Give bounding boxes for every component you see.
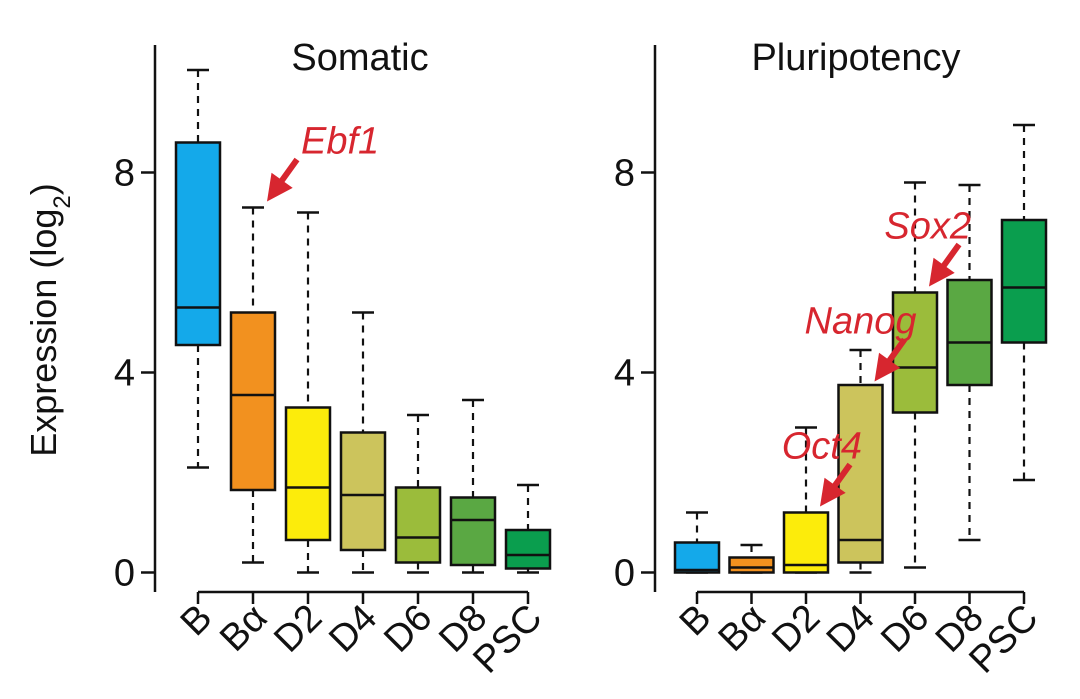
y-tick-label: 4 xyxy=(114,353,135,395)
box-Bα xyxy=(229,206,277,564)
box-D8 xyxy=(946,183,993,542)
annotation-arrow-head xyxy=(820,477,846,507)
y-tick-label: 8 xyxy=(114,153,135,195)
y-axis-label-main: Expression (log xyxy=(23,209,64,457)
box-D2 xyxy=(782,426,830,574)
y-axis-label: Expression (log2) xyxy=(23,183,76,456)
y-tick-label: 4 xyxy=(614,353,635,395)
box-iqr xyxy=(728,556,775,574)
annotation-label: Ebf1 xyxy=(301,121,379,163)
x-tick-label: Bα xyxy=(711,597,774,660)
box-D4 xyxy=(339,311,387,574)
box-B xyxy=(673,511,721,574)
box-iqr xyxy=(782,511,830,574)
box-PSC xyxy=(1000,123,1048,482)
x-tick-label: B xyxy=(173,597,221,645)
box-iqr xyxy=(449,496,497,567)
box-iqr xyxy=(229,311,277,492)
box-D6 xyxy=(394,413,442,574)
box-iqr xyxy=(174,141,222,347)
panel-pluripotency: Pluripotency048BBαD2D4D6D8PSCOct4NanogSo… xyxy=(614,37,1048,682)
annotation-label: Oct4 xyxy=(782,426,862,468)
box-D8 xyxy=(449,398,497,574)
annotation-label: Sox2 xyxy=(884,206,971,248)
annotation-arrow-head xyxy=(267,172,293,202)
annotation-label: Nanog xyxy=(805,301,917,343)
x-tick-label: D4 xyxy=(321,597,385,661)
box-PSC xyxy=(504,483,552,574)
x-tick-label: D6 xyxy=(873,597,937,661)
x-tick-label: D2 xyxy=(764,597,828,661)
box-iqr xyxy=(284,406,332,542)
y-tick-label: 0 xyxy=(114,553,135,595)
box-iqr xyxy=(504,528,552,570)
box-D6 xyxy=(891,181,939,569)
annotation-ebf1: Ebf1 xyxy=(267,121,379,202)
y-tick-label: 8 xyxy=(614,153,635,195)
x-tick-label: D4 xyxy=(819,597,883,661)
annotation-arrow-head xyxy=(874,352,901,382)
box-iqr xyxy=(946,278,993,387)
x-tick-label: D2 xyxy=(266,597,330,661)
box-iqr xyxy=(394,486,442,564)
box-iqr xyxy=(891,291,939,414)
box-iqr xyxy=(1000,218,1048,344)
y-tick-label: 0 xyxy=(614,553,635,595)
y-axis-label-close: ) xyxy=(23,183,64,195)
box-iqr xyxy=(339,431,387,552)
x-tick-label: D6 xyxy=(376,597,440,661)
box-Bα xyxy=(728,543,775,574)
y-axis-label-subscript: 2 xyxy=(49,195,76,208)
annotation-oct4: Oct4 xyxy=(782,426,862,507)
svg-text:Expression (log2): Expression (log2) xyxy=(23,183,76,456)
box-iqr xyxy=(673,541,721,574)
box-D2 xyxy=(284,211,332,574)
box-B xyxy=(174,68,222,469)
x-tick-label: Bα xyxy=(212,597,275,660)
annotation-sox2: Sox2 xyxy=(884,206,971,287)
x-tick-label: B xyxy=(672,597,720,645)
panel-title: Somatic xyxy=(291,37,428,79)
annotation-nanog: Nanog xyxy=(805,301,917,382)
annotation-arrow-head xyxy=(929,257,955,287)
panel-title: Pluripotency xyxy=(751,37,960,79)
